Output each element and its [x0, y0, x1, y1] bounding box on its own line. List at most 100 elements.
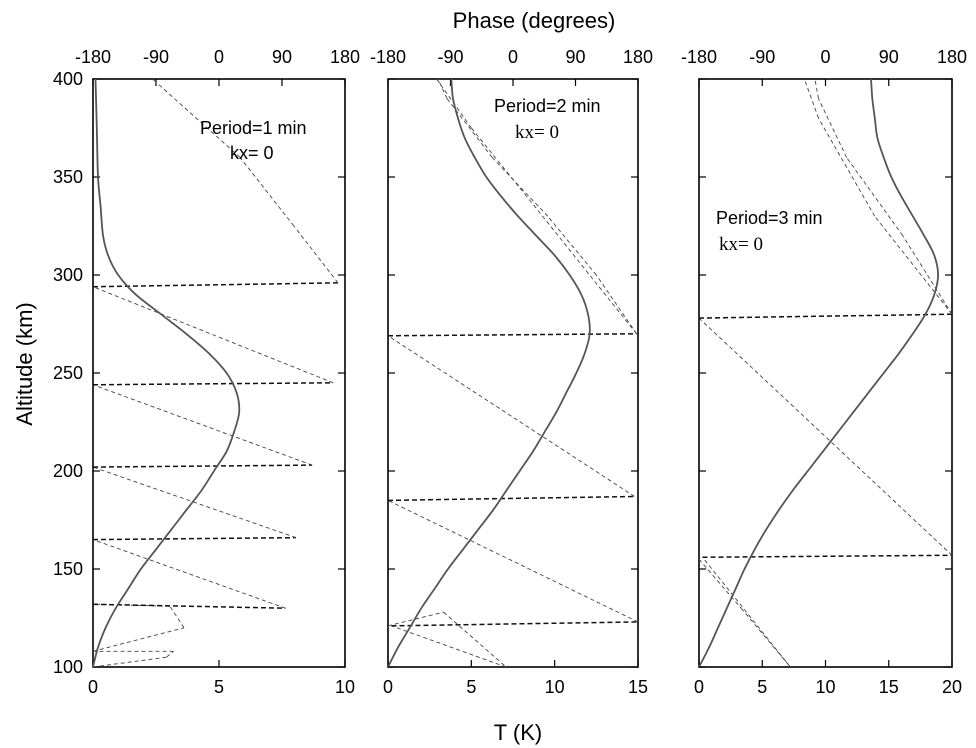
panel-2-top-tick-label-4: 180: [623, 47, 653, 67]
panel-3-phase-series: [698, 78, 953, 668]
panel-2-phase-reference-segment-1-4: [437, 78, 448, 99]
panel-3-bottom-ticks: 0 5 10 15 20: [694, 660, 962, 697]
panel-3-phase-segment-0-8: [818, 117, 876, 217]
panel-3-bottom-tick-label-4: 20: [942, 677, 962, 697]
panel-2-phase-segment-0-7: [387, 335, 635, 497]
panel-1-left-tick-label-6: 400: [53, 69, 83, 89]
panel-1-annotation-kx: kx= 0: [230, 143, 274, 163]
panel-1-phase-segment-0-10: [92, 464, 313, 468]
panel-3-temperature-curve-0: [698, 78, 940, 668]
panel-3-phase-reference-segment-1-2: [818, 98, 847, 158]
panel-3-phase-reference-segment-1-0: [902, 235, 953, 315]
panel-2-top-tick-label-3: 90: [565, 47, 585, 67]
panel-2-bottom-ticks: 0 5 10 15: [383, 660, 648, 697]
panel-3-phase-segment-0-6: [698, 313, 953, 319]
panel-1-phase-segment-0-14: [92, 282, 339, 288]
panel-2-top-tick-label-2: 0: [508, 47, 518, 67]
panel-3-annotation-kx: kx= 0: [719, 234, 763, 255]
panel-2-phase-segment-0-10: [470, 127, 528, 197]
panel-2-bottom-tick-label-2: 10: [545, 677, 565, 697]
panel-3-annotation-period: Period=3 min: [716, 208, 823, 228]
panel-3-bottom-tick-label-3: 15: [879, 677, 899, 697]
panel-2-phase-segment-0-9: [526, 196, 637, 335]
panel-1-left-tick-label-0: 100: [53, 657, 83, 677]
panel-1-bottom-tick-label-1: 5: [214, 677, 224, 697]
panel-2-bottom-tick-label-1: 5: [466, 677, 476, 697]
panel-1-bottom-ticks: 0 5 10: [88, 660, 355, 697]
panel-2-temperature-curve-0: [387, 78, 591, 668]
panel-2-phase-segment-0-5: [387, 499, 639, 623]
panel-3-top-tick-label-3: 90: [879, 47, 899, 67]
panel-1-phase-segment-0-15: [293, 225, 339, 284]
panel-2-phase-series: [387, 78, 639, 668]
panel-2-phase-reference-segment-1-1: [547, 215, 597, 276]
panel-3-bottom-tick-label-2: 10: [815, 677, 835, 697]
panel-3-bottom-tick-label-0: 0: [694, 677, 704, 697]
panel-3-phase-segment-0-3: [702, 556, 791, 668]
panel-period-1min: 0 5 10 -180 -90 0 90 180 100 150 200 250 300 350 400…: [53, 47, 360, 697]
panel-1-phase-segment-0-9: [92, 466, 297, 539]
panel-3-phase-reference-segment-1-3: [814, 78, 819, 99]
panel-1-frame: [92, 78, 346, 668]
panel-period-2min: 0 5 10 15 -180 -90 0 90 180 Period=2 min kx= 0: [370, 47, 653, 697]
panel-3-frame: [698, 78, 953, 668]
panel-3-phase-reference-segment-1-1: [846, 157, 904, 237]
panel-2-bottom-tick-label-3: 15: [628, 677, 648, 697]
panel-2-top-tick-label-1: -90: [437, 47, 463, 67]
panel-2-phase-segment-0-3: [391, 625, 507, 668]
panel-2-phase-reference-segment-1-2: [491, 157, 549, 217]
panel-2-phase-segment-0-2: [443, 611, 507, 668]
y-axis-title: Altitude (km): [12, 302, 37, 425]
panel-1-phase-segment-0-7: [92, 539, 286, 609]
panel-2-phase-segment-0-6: [387, 495, 635, 502]
panel-period-3min: 0 5 10 15 20 -180 -90 0 90 180 Period=3 min kx= …: [681, 47, 967, 697]
panel-1-phase-segment-0-17: [152, 78, 241, 158]
panel-1-phase-segment-0-8: [92, 536, 297, 541]
panel-1-left-tick-label-5: 350: [53, 167, 83, 187]
panel-1-annotation-period: Period=1 min: [200, 118, 307, 138]
panel-1-top-tick-label-4: 180: [330, 47, 360, 67]
panel-1-bottom-tick-label-0: 0: [88, 677, 98, 697]
panel-1-top-tick-label-1: -90: [143, 47, 169, 67]
panel-1-phase-segment-0-3: [92, 627, 185, 652]
panel-1-temperature-curve-0: [92, 78, 241, 668]
panel-3-top-tick-label-1: -90: [749, 47, 775, 67]
panel-1-left-tick-label-2: 200: [53, 461, 83, 481]
panel-2-top-ticks: -180 -90 0 90 180: [370, 47, 653, 86]
panel-2-phase-segment-0-8: [387, 333, 637, 337]
panel-1-top-tick-label-2: 0: [214, 47, 224, 67]
panel-2-phase-segment-0-4: [391, 621, 639, 627]
panel-3-top-tick-label-0: -180: [681, 47, 717, 67]
panel-1-bottom-tick-label-2: 10: [335, 677, 355, 697]
panel-1-left-ticks: 100 150 200 250 300 350 400: [53, 69, 345, 677]
panel-2-bottom-tick-label-0: 0: [383, 677, 393, 697]
panel-1-phase-segment-0-1: [166, 650, 174, 658]
panel-1-phase-segment-0-0: [92, 656, 167, 668]
top-axis-title: Phase (degrees): [453, 8, 616, 33]
panel-3-top-tick-label-4: 180: [937, 47, 967, 67]
panel-3-top-ticks: -180 -90 0 90 180: [681, 47, 967, 86]
panel-2-annotation-period: Period=2 min: [494, 96, 601, 116]
panel-2-phase-reference-segment-1-3: [446, 98, 493, 158]
panel-3-bottom-tick-label-1: 5: [757, 677, 767, 697]
panel-3-phase-segment-0-7: [874, 215, 953, 315]
panel-3-phase-segment-0-5: [698, 317, 953, 556]
panel-1-phase-segment-0-11: [92, 384, 313, 466]
panel-1-temperature-series: [92, 78, 241, 668]
panel-3-phase-segment-0-1: [698, 558, 742, 609]
panel-1-phase-series: [92, 78, 339, 668]
panel-3-phase-segment-0-2: [740, 607, 791, 668]
panel-1-phase-segment-0-13: [92, 286, 334, 384]
panel-1-left-tick-label-4: 300: [53, 265, 83, 285]
bottom-axis-title: T (K): [494, 720, 542, 745]
panel-2-phase-reference-segment-1-0: [595, 274, 637, 335]
panel-2-annotation-kx: kx= 0: [515, 122, 559, 143]
panel-1-top-tick-label-3: 90: [272, 47, 292, 67]
panel-1-phase-segment-0-6: [92, 603, 286, 609]
panel-1-top-ticks: -180 -90 0 90 180: [75, 47, 360, 86]
panel-1-phase-segment-0-4: [169, 605, 185, 629]
panel-2-temperature-series: [387, 78, 591, 668]
panel-3-phase-segment-0-9: [803, 78, 819, 119]
panel-1-phase-segment-0-12: [92, 382, 334, 386]
